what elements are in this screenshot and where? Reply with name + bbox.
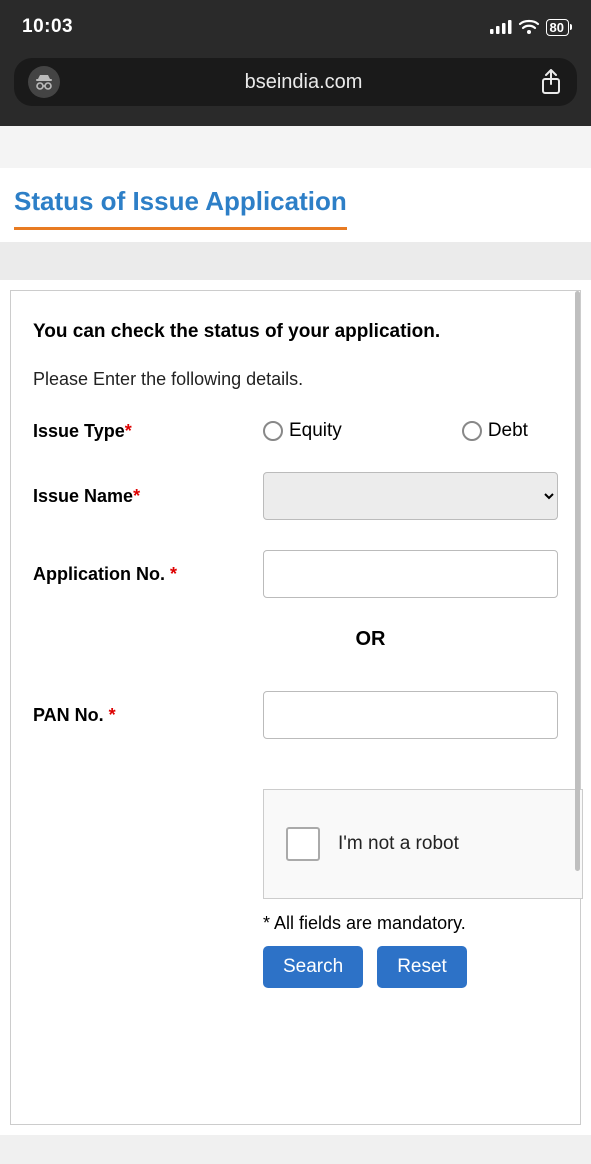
pan-no-label: PAN No. * [33, 705, 263, 726]
issue-type-radio-group: Equity Debt [263, 420, 558, 442]
pan-no-row: PAN No. * [33, 691, 558, 739]
issue-type-label: Issue Type* [33, 421, 263, 442]
form-heading: You can check the status of your applica… [33, 321, 558, 343]
status-time: 10:03 [22, 16, 73, 38]
scroll-indicator [575, 291, 580, 871]
ios-status-bar: 10:03 80 [0, 0, 591, 50]
battery-indicator: 80 [546, 19, 569, 36]
status-right-icons: 80 [490, 19, 569, 36]
issue-name-row: Issue Name* [33, 472, 558, 520]
radio-circle-icon [263, 421, 283, 441]
incognito-icon [28, 66, 60, 98]
issue-name-select[interactable] [263, 472, 558, 520]
form-subheading: Please Enter the following details. [33, 369, 558, 390]
url-text: bseindia.com [68, 71, 539, 94]
debt-radio-label: Debt [488, 420, 528, 442]
address-bar[interactable]: bseindia.com [14, 58, 577, 106]
form-wrapper: You can check the status of your applica… [0, 280, 591, 1135]
reset-button[interactable]: Reset [377, 946, 467, 988]
application-no-label: Application No. * [33, 564, 263, 585]
mandatory-note: * All fields are mandatory. [263, 913, 558, 934]
pan-no-input[interactable] [263, 691, 558, 739]
debt-radio[interactable]: Debt [462, 420, 528, 442]
share-icon[interactable] [539, 69, 563, 95]
application-no-input[interactable] [263, 550, 558, 598]
radio-circle-icon [462, 421, 482, 441]
search-button[interactable]: Search [263, 946, 363, 988]
top-spacer-band [0, 126, 591, 168]
mid-spacer-band [0, 242, 591, 280]
wifi-icon [518, 19, 540, 35]
page-title-section: Status of Issue Application [0, 168, 591, 242]
browser-chrome: bseindia.com [0, 50, 591, 126]
issue-type-row: Issue Type* Equity Debt [33, 420, 558, 442]
application-status-form: You can check the status of your applica… [10, 290, 581, 1125]
cellular-signal-icon [490, 20, 512, 34]
equity-radio-label: Equity [289, 420, 342, 442]
application-no-row: Application No. * [33, 550, 558, 598]
recaptcha-label: I'm not a robot [338, 833, 459, 855]
issue-name-label: Issue Name* [33, 486, 263, 507]
recaptcha-checkbox[interactable] [286, 827, 320, 861]
captcha-buttons-area: I'm not a robot * All fields are mandato… [263, 789, 558, 988]
or-separator: OR [33, 628, 558, 651]
equity-radio[interactable]: Equity [263, 420, 342, 442]
recaptcha-box[interactable]: I'm not a robot [263, 789, 583, 899]
button-row: Search Reset [263, 946, 558, 988]
page-title: Status of Issue Application [14, 186, 347, 230]
